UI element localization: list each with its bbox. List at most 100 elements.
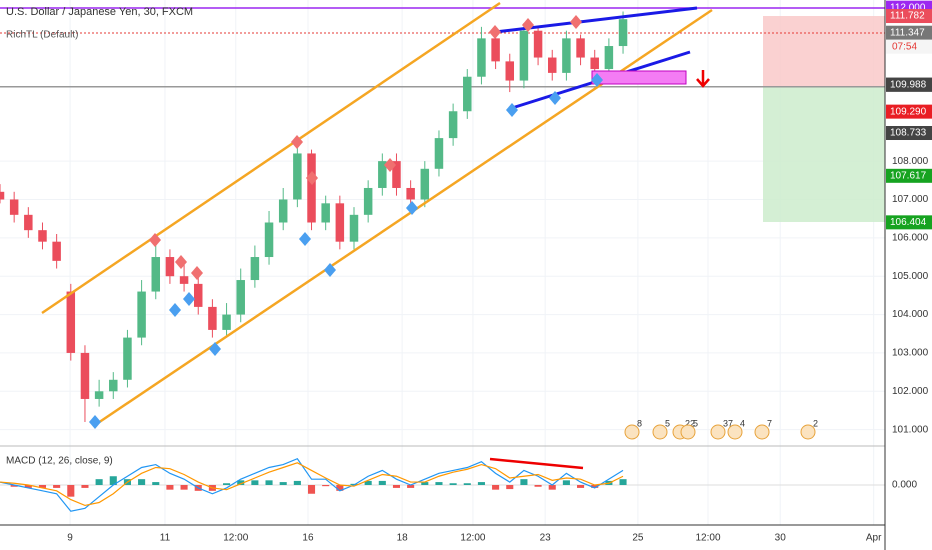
candle-body (151, 257, 161, 292)
candle-body (80, 352, 90, 399)
candle-body (94, 391, 104, 399)
candle-body (335, 203, 345, 242)
macd-bar (81, 485, 89, 488)
macd-bar (520, 479, 528, 485)
event-badge (710, 424, 726, 440)
x-tick-label: 16 (302, 533, 314, 544)
candle-body (52, 241, 61, 261)
event-count: 8 (637, 418, 642, 428)
candle-body (406, 187, 415, 200)
event-badge (680, 424, 696, 440)
event-count: 5 (665, 418, 670, 428)
macd-bar (378, 480, 386, 485)
countdown-badge (886, 39, 932, 54)
candle-body (278, 199, 288, 223)
price-badge-label: 109.290 (890, 106, 927, 117)
macd-bar (109, 476, 117, 485)
y-tick-label: 106.000 (892, 232, 929, 243)
candle-body (547, 57, 557, 73)
macd-bar (237, 480, 245, 485)
candle-body (0, 191, 5, 200)
sell-signal (175, 255, 187, 269)
macd-bar (223, 483, 231, 485)
macd-bar (322, 485, 330, 487)
event-count: 5 (693, 418, 698, 428)
countdown: 07:54 (892, 41, 917, 52)
macd-bar (477, 482, 485, 485)
sell-signal (191, 266, 203, 280)
price-badge (886, 9, 932, 24)
sell-signal (306, 171, 318, 185)
x-tick-label: 11 (160, 533, 171, 544)
macd-bar (449, 483, 457, 485)
buy-signal (506, 103, 518, 117)
sell-signal (489, 25, 501, 39)
candle-body (363, 187, 373, 215)
macd-bar (293, 480, 301, 485)
candles (0, 11, 628, 422)
macd-bar (435, 482, 443, 485)
candle-body (264, 222, 274, 258)
macd-bar (138, 479, 146, 485)
sell-signal (522, 18, 534, 32)
x-tick-label: 30 (775, 533, 787, 544)
candle-body (250, 257, 260, 281)
macd-line (0, 458, 624, 512)
x-tick-label: 23 (540, 533, 552, 544)
indicator-name: RichTL (Default) (6, 30, 78, 41)
signal-line (0, 462, 624, 507)
macd-bar (38, 485, 47, 488)
buy-signal (324, 263, 336, 277)
macd-bar (307, 485, 316, 494)
macd-bar (548, 485, 556, 490)
event-count: 22 (685, 418, 695, 428)
stop-zone (763, 16, 885, 86)
price-badge-label: 109.988 (890, 79, 927, 90)
event-count: 2 (813, 418, 818, 428)
zone-box (591, 70, 687, 85)
price-badge (886, 126, 932, 141)
macd-bar (265, 480, 273, 485)
macd-panel (0, 458, 885, 512)
candle-body (349, 214, 359, 242)
candle-body (193, 283, 203, 307)
macd-bar (180, 485, 188, 490)
candle-body (576, 38, 585, 58)
macd-bar (463, 483, 471, 485)
event-badge (800, 424, 816, 440)
price-badge (886, 25, 932, 40)
sell-signal (149, 233, 161, 247)
price-badge (886, 77, 932, 92)
event-badge (624, 424, 640, 440)
macd-bar (392, 485, 401, 488)
macd-bar (421, 482, 429, 485)
candle-body (505, 61, 515, 81)
macd-bar (364, 480, 372, 485)
macd-bar (577, 485, 585, 488)
buy-signal (549, 91, 561, 105)
macd-bar (251, 480, 259, 485)
buy-signal (591, 73, 603, 87)
divergence-line (489, 457, 584, 470)
candle-body (236, 280, 245, 315)
candle-body (562, 38, 571, 73)
candle-body (321, 203, 330, 223)
chart-title: U.S. Dollar / Japanese Yen, 30, FXCM (6, 6, 193, 18)
macd-bar (67, 485, 75, 497)
candle-body (9, 199, 19, 215)
candle-body (420, 168, 430, 200)
y-tick-label: 107.000 (892, 194, 929, 205)
events: 8 5 225 37 4 7 2 (624, 418, 818, 440)
candle-body (590, 57, 599, 70)
macd-bar (619, 479, 627, 485)
sell-signal (384, 158, 396, 172)
macd-bar (53, 485, 61, 488)
price-badge (886, 215, 932, 230)
price-badge-label: 111.347 (890, 27, 925, 38)
x-tick-label: 25 (632, 533, 644, 544)
event-count: 37 (723, 418, 733, 428)
price-badge-label: 106.404 (890, 217, 927, 228)
candle-body (165, 257, 175, 277)
event-badge (652, 424, 668, 440)
